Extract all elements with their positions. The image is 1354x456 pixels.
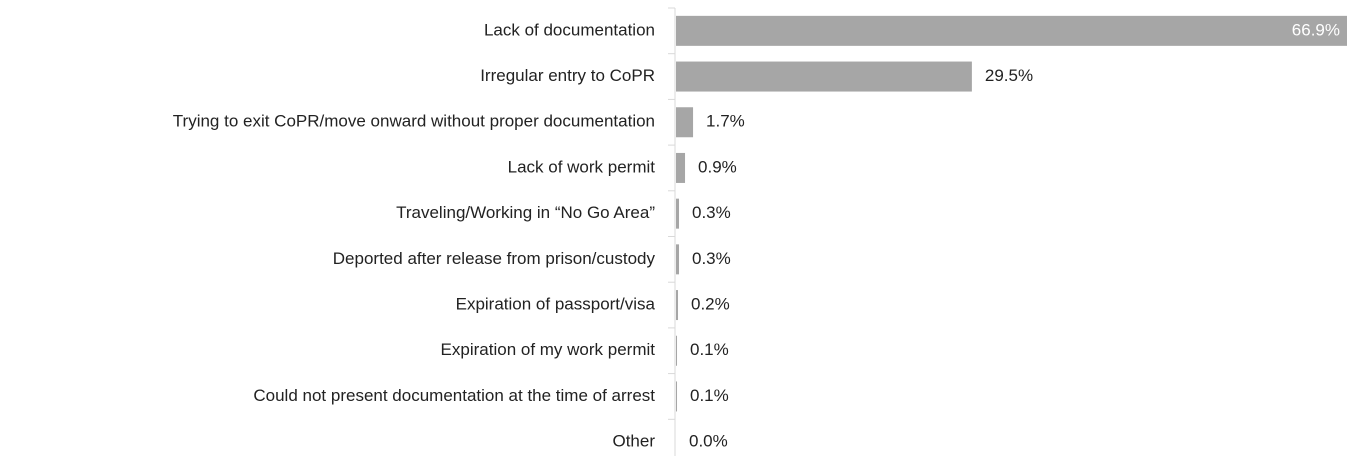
value-label: 1.7% xyxy=(706,112,745,131)
bar xyxy=(676,152,686,183)
value-label: 0.0% xyxy=(689,432,728,451)
category-label: Lack of documentation xyxy=(484,20,655,39)
bar xyxy=(676,198,680,229)
bar xyxy=(676,61,972,92)
value-label: 0.1% xyxy=(690,386,729,405)
value-label: 29.5% xyxy=(985,66,1033,85)
category-label: Other xyxy=(612,432,655,451)
value-label: 0.9% xyxy=(698,157,737,176)
bar xyxy=(676,335,678,366)
value-label: 0.2% xyxy=(691,295,730,314)
category-label: Expiration of my work permit xyxy=(441,340,656,359)
value-label: 0.3% xyxy=(692,203,731,222)
bar xyxy=(676,107,694,138)
bar xyxy=(676,15,1347,46)
value-label: 0.3% xyxy=(692,249,731,268)
category-label: Deported after release from prison/custo… xyxy=(333,249,656,268)
bar xyxy=(676,244,680,275)
category-label: Trying to exit CoPR/move onward without … xyxy=(173,112,655,131)
category-label: Irregular entry to CoPR xyxy=(480,66,655,85)
category-label: Traveling/Working in “No Go Area” xyxy=(396,203,655,222)
category-label: Could not present documentation at the t… xyxy=(253,386,655,405)
bar xyxy=(676,381,678,412)
bar xyxy=(676,290,679,321)
category-label: Lack of work permit xyxy=(508,157,656,176)
category-label: Expiration of passport/visa xyxy=(456,295,656,314)
value-label: 0.1% xyxy=(690,340,729,359)
value-label: 66.9% xyxy=(1292,20,1340,39)
